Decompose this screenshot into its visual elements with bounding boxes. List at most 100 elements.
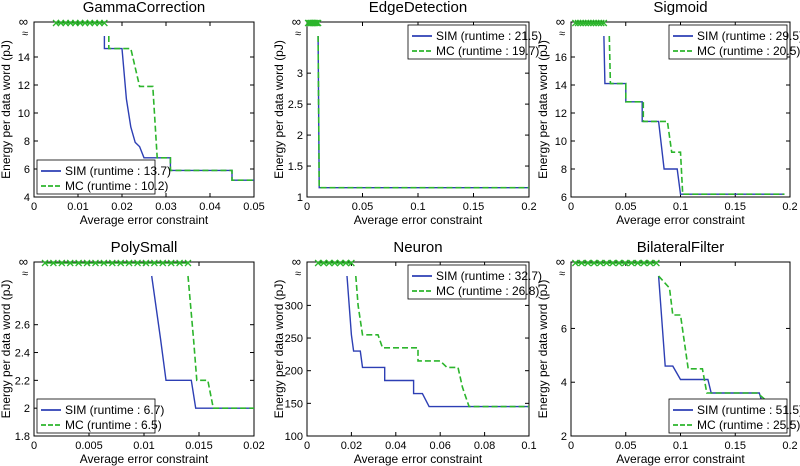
infeasible-marker <box>75 259 83 267</box>
infeasible-marker <box>167 259 175 267</box>
x-axis-label: Average error constraint <box>616 452 745 466</box>
y-tick-label: 250 <box>285 333 303 345</box>
panel-title: Neuron <box>393 239 442 256</box>
infeasible-marker <box>634 259 642 267</box>
infeasible-marker <box>176 259 184 267</box>
infeasible-marker <box>125 259 133 267</box>
infeasible-marker <box>615 259 623 267</box>
infeasible-marker <box>150 259 158 267</box>
infinity-tick-label: ∞ <box>556 254 565 269</box>
y-tick-label: 16 <box>555 52 567 64</box>
x-tick-label: 0.04 <box>385 440 406 452</box>
infeasible-marker <box>313 19 321 27</box>
legend: SIM (runtime : 29.5)MC (runtime : 20.5) <box>668 24 800 60</box>
x-tick-label: 0.05 <box>615 201 636 213</box>
x-axis-label: Average error constraint <box>80 452 209 466</box>
series-line-sim <box>346 275 529 408</box>
x-axis-label: Average error constraint <box>80 213 209 227</box>
x-tick-label: 0.2 <box>782 440 797 452</box>
y-axis-label: Energy per data word (pJ) <box>0 280 13 419</box>
y-tick-label: 2.4 <box>15 348 30 360</box>
infeasible-marker <box>646 259 654 267</box>
panel-polysmall: PolySmall ∞≈0 0.005 0.01 0.015 0.02 1.8 2 2.2 2.4… <box>0 239 265 466</box>
infeasible-marker <box>590 259 598 267</box>
y-tick-label: 150 <box>285 398 303 410</box>
panel-sigmoid: Sigmoid ∞≈0 0.05 0.1 0.15 0.2 6 8 10 12 14 16 Averag… <box>536 0 800 227</box>
y-tick-label: 8 <box>561 164 567 176</box>
legend-label-mc: MC (runtime : 25.5) <box>697 418 800 432</box>
infeasible-marker <box>595 19 603 27</box>
infeasible-marker <box>603 259 611 267</box>
x-tick-label: 0.04 <box>199 201 220 213</box>
x-tick-label: 0.02 <box>243 440 264 452</box>
infeasible-marker <box>336 259 344 267</box>
infinity-tick-label: ∞ <box>19 14 28 29</box>
axis-break-mark: ≈ <box>295 268 301 280</box>
legend-label-mc: MC (runtime : 19.7) <box>436 44 539 58</box>
y-tick-label: 3 <box>297 68 303 80</box>
series-line-mc <box>608 35 785 195</box>
axis-break-mark: ≈ <box>559 268 565 280</box>
x-tick-label: 0 <box>568 440 574 452</box>
infeasible-marker <box>92 259 99 267</box>
infeasible-marker <box>58 259 66 267</box>
y-tick-label: 8 <box>24 136 30 148</box>
legend: SIM (runtime : 13.7)MC (runtime : 10.2) <box>36 159 171 195</box>
x-tick-label: 0 <box>31 440 37 452</box>
y-tick-label: 2.5 <box>288 99 303 111</box>
panel-title: EdgeDetection <box>369 0 467 16</box>
infeasible-marker <box>577 19 585 27</box>
x-axis-label: Average error constraint <box>354 213 483 227</box>
legend: SIM (runtime : 21.5)MC (runtime : 19.7) <box>407 24 542 60</box>
x-tick-label: 0.06 <box>429 440 450 452</box>
infeasible-marker <box>347 259 355 267</box>
y-tick-label: 10 <box>555 136 567 148</box>
infeasible-marker <box>571 19 579 27</box>
infeasible-marker <box>159 259 167 267</box>
infeasible-marker <box>582 19 590 27</box>
x-tick-label: 0.01 <box>67 201 88 213</box>
panel-title: Sigmoid <box>653 0 707 16</box>
infeasible-marker <box>66 259 74 267</box>
series-line-mc <box>108 36 254 181</box>
legend-label-sim: SIM (runtime : 51.5) <box>697 403 800 417</box>
panel-bilateralfilter: BilateralFilter ∞≈0 0.05 0.1 0.15 0.2 2 4 6 Avera… <box>536 239 800 466</box>
x-axis-label: Average error constraint <box>354 452 483 466</box>
y-tick-label: 12 <box>18 80 30 92</box>
infeasible-marker <box>584 259 592 267</box>
infeasible-marker <box>117 259 125 267</box>
y-tick-label: 200 <box>285 366 303 378</box>
legend-label-sim: SIM (runtime : 32.7) <box>436 269 542 283</box>
legend-box <box>407 24 527 60</box>
y-tick-label: 10 <box>18 108 30 120</box>
infeasible-marker <box>184 259 192 267</box>
x-tick-label: 0.15 <box>725 201 746 213</box>
legend-label-sim: SIM (runtime : 21.5) <box>436 29 542 43</box>
y-tick-label: 1.8 <box>15 431 30 443</box>
x-tick-label: 0.15 <box>463 201 484 213</box>
infeasible-marker <box>621 259 629 267</box>
x-tick-label: 0.02 <box>341 440 362 452</box>
infeasible-marker <box>314 259 322 267</box>
panel-title: PolySmall <box>111 239 178 256</box>
axis-break-mark: ≈ <box>22 268 28 280</box>
x-axis-label: Average error constraint <box>616 213 745 227</box>
infinity-tick-label: ∞ <box>556 14 565 29</box>
series-line-mc <box>658 275 779 405</box>
legend-label-sim: SIM (runtime : 6.7) <box>65 403 164 417</box>
series-line-mc <box>355 275 529 408</box>
panel-neuron: Neuron ∞≈0 0.02 0.04 0.06 0.08 0.1 100 150 200 250… <box>272 239 542 466</box>
x-tick-label: 0 <box>304 440 310 452</box>
plot-frame <box>33 21 255 198</box>
y-tick-label: 1 <box>297 192 303 204</box>
infeasible-marker <box>592 19 600 27</box>
x-tick-label: 0.05 <box>615 440 636 452</box>
x-tick-label: 0.08 <box>474 440 495 452</box>
x-tick-label: 0.05 <box>243 201 264 213</box>
infeasible-marker <box>320 259 328 267</box>
x-tick-label: 0.2 <box>521 201 536 213</box>
infeasible-marker <box>597 19 605 27</box>
legend-box <box>668 398 788 434</box>
infeasible-marker <box>571 259 579 267</box>
